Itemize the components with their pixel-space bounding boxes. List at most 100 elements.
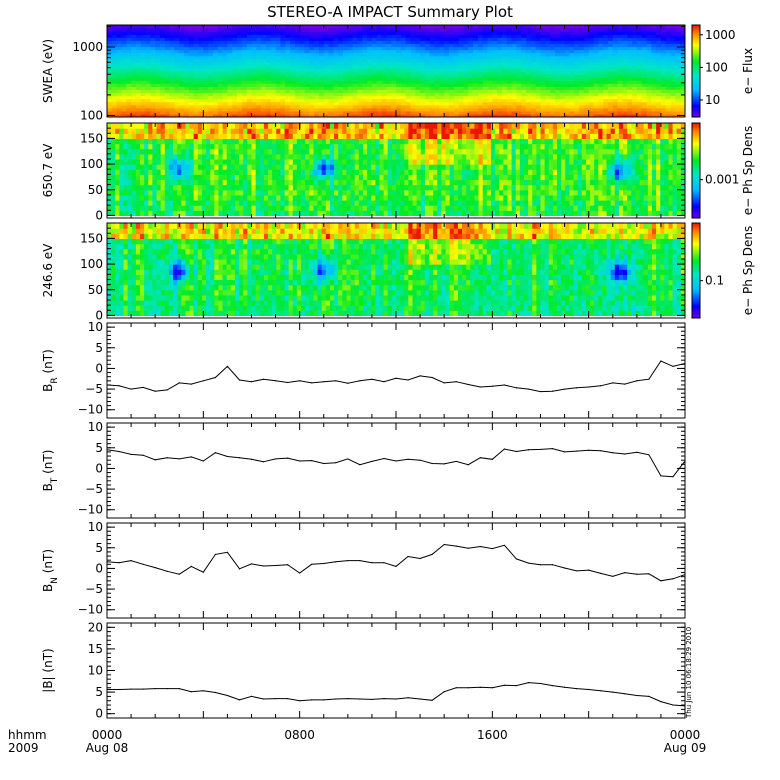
swea-cell bbox=[463, 37, 469, 41]
swea-cell bbox=[299, 61, 306, 66]
swea-cell bbox=[612, 43, 619, 48]
swea-cell bbox=[660, 52, 667, 57]
swea-cell bbox=[526, 98, 532, 103]
pad650-cell bbox=[193, 184, 199, 191]
pad650-cell bbox=[201, 179, 207, 186]
swea-cell bbox=[651, 67, 657, 72]
swea-cell bbox=[111, 49, 118, 54]
swea-cell bbox=[559, 107, 566, 112]
pad650-cell bbox=[239, 128, 244, 134]
swea-cell bbox=[641, 46, 648, 51]
swea-cell bbox=[121, 49, 127, 54]
pad650-cell bbox=[280, 138, 286, 145]
swea-cell bbox=[453, 71, 460, 75]
swea-cell bbox=[530, 52, 537, 57]
pad650-cell bbox=[362, 169, 368, 175]
swea-cell bbox=[420, 61, 426, 66]
swea-cell bbox=[309, 58, 315, 63]
swea-cell bbox=[184, 55, 190, 60]
swea-cell bbox=[352, 46, 359, 51]
swea-cell bbox=[415, 67, 421, 72]
swea-cell bbox=[135, 77, 142, 81]
pad650-cell bbox=[214, 179, 220, 186]
swea-cell bbox=[670, 55, 676, 60]
pad650-cell bbox=[148, 210, 154, 217]
pad650-cell bbox=[354, 143, 360, 150]
pad650-cell bbox=[375, 200, 381, 206]
swea-cell bbox=[492, 83, 498, 87]
pad650-cell bbox=[160, 189, 166, 196]
swea-cell bbox=[184, 49, 190, 54]
swea-cell bbox=[583, 107, 590, 112]
pad650-cell bbox=[313, 128, 319, 134]
pad650-cell bbox=[309, 164, 315, 170]
swea-cell bbox=[371, 92, 378, 97]
swea-cell bbox=[453, 61, 460, 66]
pad650-cell bbox=[206, 189, 211, 196]
swea-cell bbox=[675, 67, 681, 72]
pad650-cell bbox=[148, 184, 154, 191]
swea-cell bbox=[367, 104, 373, 109]
swea-cell bbox=[174, 104, 180, 109]
swea-cell bbox=[612, 113, 619, 117]
swea-cell bbox=[338, 43, 344, 48]
swea-cell bbox=[140, 80, 147, 84]
swea-cell bbox=[347, 92, 354, 97]
swea-cell bbox=[261, 95, 267, 100]
swea-cell bbox=[174, 49, 180, 54]
swea-cell bbox=[559, 46, 566, 51]
pad650-cell bbox=[334, 148, 339, 155]
swea-cell bbox=[227, 104, 233, 109]
pad650-cell bbox=[400, 164, 405, 170]
pad650-cell bbox=[371, 158, 376, 165]
pad650-cell bbox=[131, 210, 137, 217]
swea-cell bbox=[636, 55, 643, 60]
swea-cell bbox=[222, 58, 229, 63]
pad650-cell bbox=[342, 128, 348, 134]
swea-cell bbox=[487, 61, 493, 66]
pad650-cell bbox=[383, 210, 389, 217]
pad650-cell bbox=[305, 133, 310, 140]
swea-cell bbox=[588, 31, 595, 35]
swea-cell bbox=[632, 104, 638, 109]
swea-cell bbox=[680, 95, 685, 100]
swea-cell bbox=[651, 101, 657, 106]
pad650-cell bbox=[391, 164, 397, 170]
swea-cell bbox=[622, 77, 628, 81]
swea-cell bbox=[304, 83, 310, 87]
pad650-cell bbox=[313, 133, 319, 140]
swea-cell bbox=[535, 74, 542, 78]
pad650-cell bbox=[201, 128, 207, 134]
pad650-cell bbox=[127, 138, 133, 145]
swea-cell bbox=[362, 25, 368, 29]
swea-cell bbox=[111, 89, 118, 94]
swea-cell bbox=[458, 34, 465, 38]
swea-cell bbox=[299, 28, 306, 32]
pad650-cell bbox=[263, 143, 269, 150]
swea-cell bbox=[155, 104, 161, 109]
swea-cell bbox=[328, 83, 334, 87]
swea-cell bbox=[155, 31, 161, 35]
swea-cell bbox=[232, 113, 238, 117]
swea-cell bbox=[516, 80, 522, 84]
swea-cell bbox=[328, 104, 334, 109]
swea-cell bbox=[193, 104, 200, 109]
swea-cell bbox=[280, 101, 286, 106]
pad650-cell bbox=[387, 128, 393, 134]
swea-cell bbox=[603, 92, 609, 97]
swea-cell bbox=[511, 40, 518, 44]
swea-cell bbox=[574, 55, 580, 60]
swea-cell bbox=[333, 113, 339, 117]
swea-cell bbox=[463, 52, 469, 57]
swea-cell bbox=[198, 98, 204, 103]
swea-cell bbox=[208, 49, 214, 54]
swea-cell bbox=[323, 37, 330, 41]
swea-cell bbox=[280, 113, 286, 117]
pad650-cell bbox=[383, 143, 389, 150]
pad650-cell bbox=[135, 148, 141, 155]
swea-cell bbox=[675, 104, 681, 109]
swea-cell bbox=[381, 46, 387, 51]
swea-cell bbox=[656, 107, 662, 112]
swea-cell bbox=[622, 80, 628, 84]
swea-cell bbox=[396, 98, 402, 103]
